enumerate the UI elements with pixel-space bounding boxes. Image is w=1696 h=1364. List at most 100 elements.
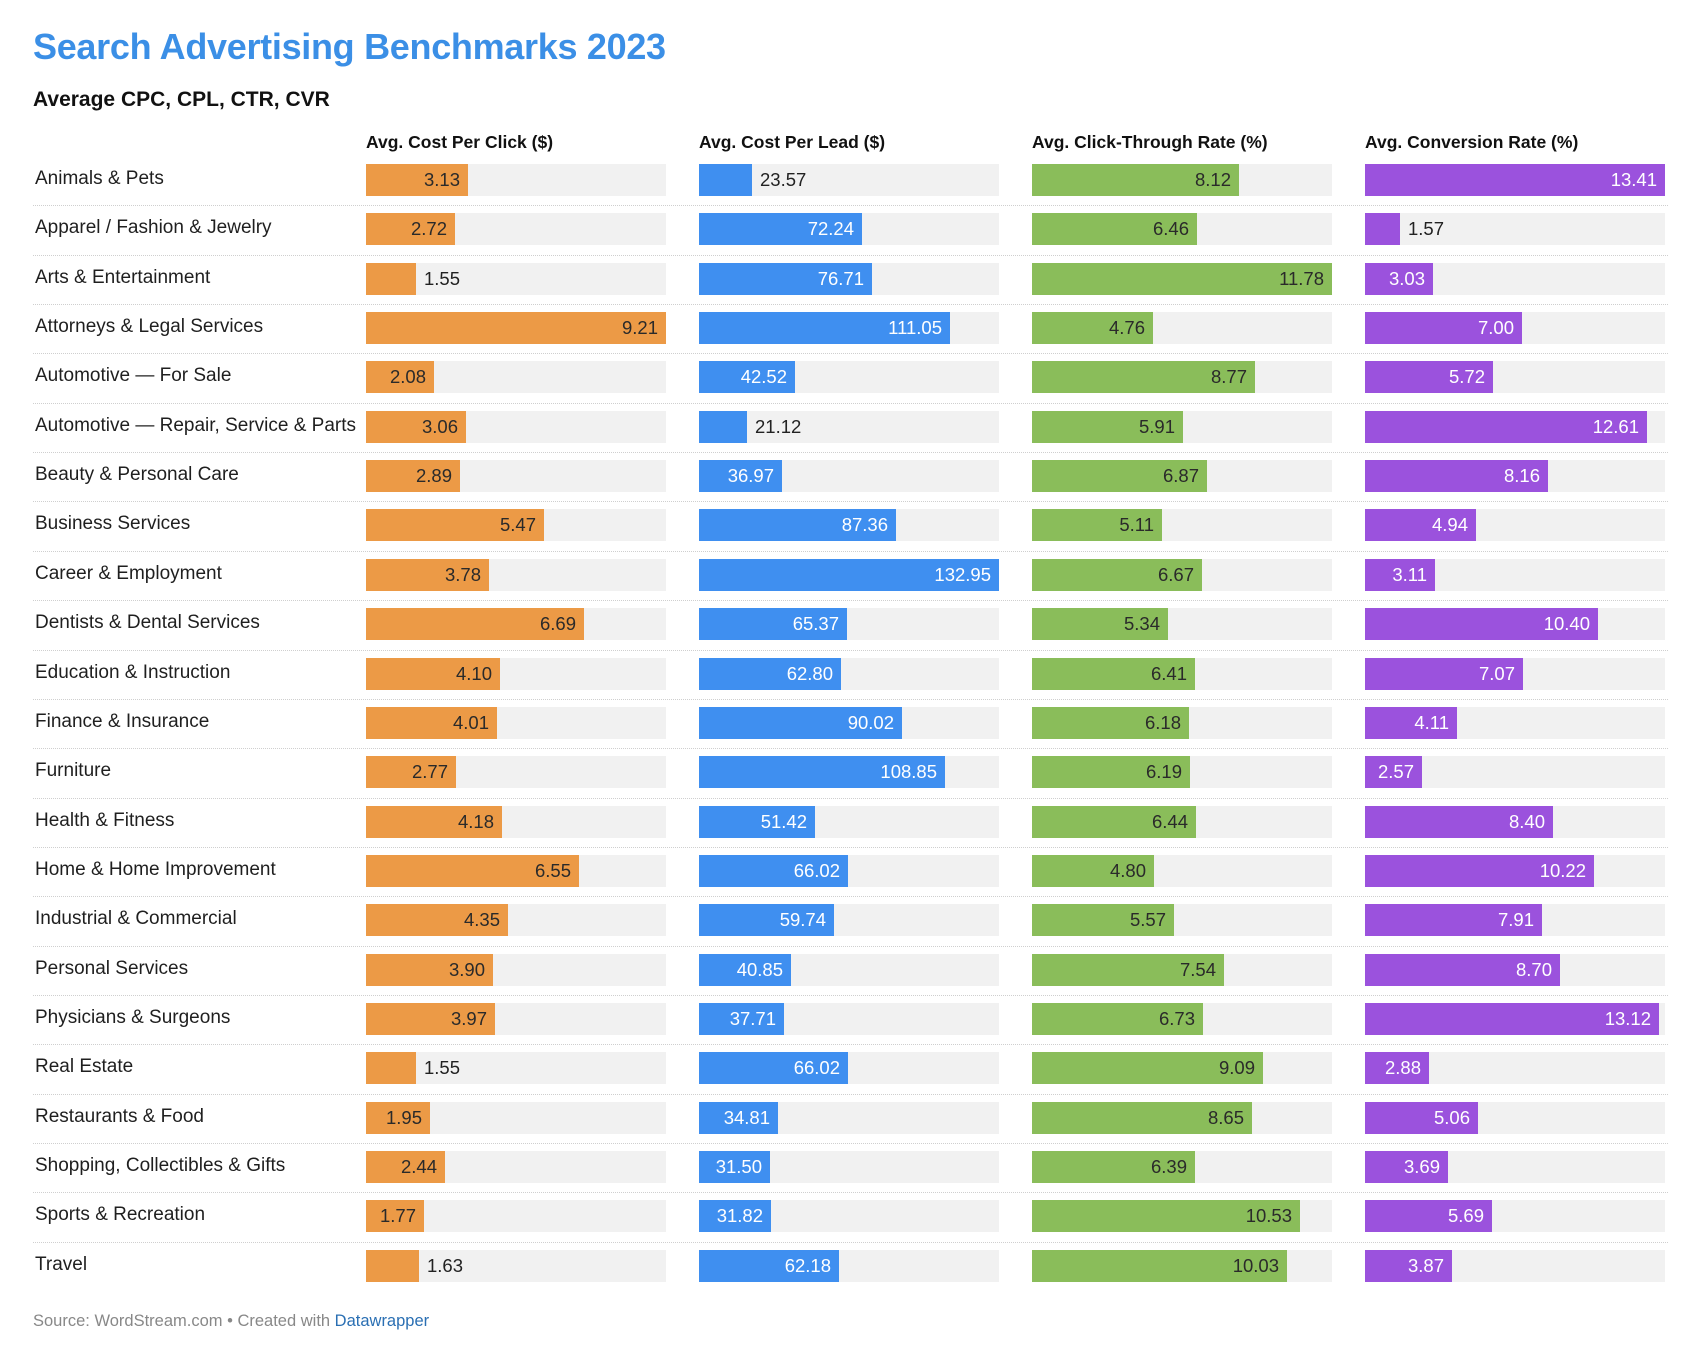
bar-cvr[interactable] (1365, 657, 1523, 690)
bar-cpl[interactable] (699, 460, 782, 493)
bar-cpl[interactable] (699, 1052, 848, 1085)
bar-cpc[interactable] (366, 1002, 495, 1035)
bar-cvr[interactable] (1365, 953, 1560, 986)
bar-cpc[interactable] (366, 953, 493, 986)
bar-cpc[interactable] (366, 756, 456, 789)
bar-cpl[interactable] (699, 1002, 784, 1035)
bar-cvr[interactable] (1365, 213, 1400, 246)
bar-cvr[interactable] (1365, 164, 1665, 196)
bar-cpc[interactable] (366, 1200, 424, 1233)
bar-ctr[interactable] (1032, 312, 1153, 345)
bar-cvr[interactable] (1365, 312, 1522, 345)
bar-cpc[interactable] (366, 904, 508, 937)
bar-cpc[interactable] (366, 262, 416, 295)
bar-ctr[interactable] (1032, 1101, 1252, 1134)
bar-cpl[interactable] (699, 410, 747, 443)
bar-ctr[interactable] (1032, 1002, 1203, 1035)
bar-ctr[interactable] (1032, 1052, 1263, 1085)
bar-ctr[interactable] (1032, 904, 1174, 937)
bar-ctr[interactable] (1032, 706, 1189, 739)
value-label-ctr: 5.34 (1123, 613, 1160, 635)
bar-ctr[interactable] (1032, 1151, 1195, 1183)
bar-ctr[interactable] (1032, 262, 1332, 295)
bar-cpl[interactable] (699, 805, 815, 838)
bar-cpl[interactable] (699, 1101, 778, 1134)
bar-cpl[interactable] (699, 904, 834, 937)
bar-cpl[interactable] (699, 1151, 770, 1183)
bar-cpl[interactable] (699, 953, 791, 986)
bar-cpl[interactable] (699, 706, 902, 739)
row-divider (33, 205, 1668, 207)
bar-cpl[interactable] (699, 262, 872, 295)
bar-cpc[interactable] (366, 854, 579, 887)
bar-cvr[interactable] (1365, 1200, 1492, 1233)
bar-ctr[interactable] (1032, 213, 1197, 246)
bar-cvr[interactable] (1365, 706, 1457, 739)
bar-ctr[interactable] (1032, 410, 1183, 443)
bar-cpc[interactable] (366, 361, 434, 394)
bar-cvr[interactable] (1365, 1151, 1448, 1183)
bar-cvr[interactable] (1365, 509, 1476, 542)
bar-cpc[interactable] (366, 410, 466, 443)
bar-cpc[interactable] (366, 706, 497, 739)
bar-cvr[interactable] (1365, 756, 1422, 789)
bar-cpl[interactable] (699, 558, 999, 591)
bar-ctr[interactable] (1032, 164, 1239, 196)
bar-ctr[interactable] (1032, 1249, 1287, 1282)
bar-cvr[interactable] (1365, 1249, 1452, 1282)
value-label-cvr: 1.57 (1408, 218, 1445, 240)
value-label-ctr: 8.77 (1210, 366, 1247, 388)
bar-cpc[interactable] (366, 213, 455, 246)
bar-cpc[interactable] (366, 1052, 416, 1085)
bar-ctr[interactable] (1032, 460, 1207, 493)
bar-ctr[interactable] (1032, 854, 1154, 887)
bar-cpl[interactable] (699, 657, 841, 690)
bar-cpc[interactable] (366, 805, 502, 838)
bar-cpl[interactable] (699, 854, 848, 887)
bar-cvr[interactable] (1365, 608, 1598, 641)
bar-cpl[interactable] (699, 213, 862, 246)
bar-ctr[interactable] (1032, 1200, 1300, 1233)
value-label-cvr: 4.11 (1414, 711, 1449, 733)
bar-cpc[interactable] (366, 1101, 430, 1134)
bar-cpl[interactable] (699, 164, 752, 196)
bar-cpc[interactable] (366, 608, 584, 641)
bar-cpc[interactable] (366, 1151, 445, 1183)
bar-cpl[interactable] (699, 312, 950, 345)
datawrapper-link[interactable]: Datawrapper (334, 1312, 430, 1330)
bar-cvr[interactable] (1365, 904, 1542, 937)
bar-cpc[interactable] (366, 312, 666, 345)
bar-ctr[interactable] (1032, 509, 1162, 542)
bar-cpc[interactable] (366, 657, 500, 690)
bar-cpc[interactable] (366, 558, 489, 591)
bar-cpl[interactable] (699, 1200, 771, 1233)
bar-cvr[interactable] (1365, 410, 1647, 443)
bar-ctr[interactable] (1032, 558, 1202, 591)
bar-cvr[interactable] (1365, 1052, 1429, 1085)
bar-cvr[interactable] (1365, 262, 1433, 295)
bar-cvr[interactable] (1365, 854, 1594, 887)
bar-cvr[interactable] (1365, 460, 1548, 493)
bar-cpl[interactable] (699, 361, 795, 394)
bar-cvr[interactable] (1365, 1101, 1478, 1134)
bar-cpl[interactable] (699, 1249, 839, 1282)
bar-ctr[interactable] (1032, 953, 1224, 986)
bar-cpc[interactable] (366, 509, 544, 542)
bar-ctr[interactable] (1032, 756, 1190, 789)
bar-ctr[interactable] (1032, 657, 1195, 690)
value-label-ctr: 4.80 (1109, 859, 1146, 881)
bar-cvr[interactable] (1365, 805, 1553, 838)
value-label-cvr: 5.69 (1447, 1205, 1484, 1227)
bar-ctr[interactable] (1032, 361, 1255, 394)
bar-cpc[interactable] (366, 1249, 419, 1282)
bar-ctr[interactable] (1032, 805, 1196, 838)
bar-cvr[interactable] (1365, 361, 1493, 394)
bar-cpc[interactable] (366, 460, 460, 493)
bar-cpl[interactable] (699, 509, 896, 542)
bar-cpl[interactable] (699, 608, 847, 641)
bar-ctr[interactable] (1032, 608, 1168, 641)
bar-cvr[interactable] (1365, 1002, 1659, 1035)
bar-cpc[interactable] (366, 164, 468, 196)
bar-cvr[interactable] (1365, 558, 1435, 591)
bar-cpl[interactable] (699, 756, 945, 789)
